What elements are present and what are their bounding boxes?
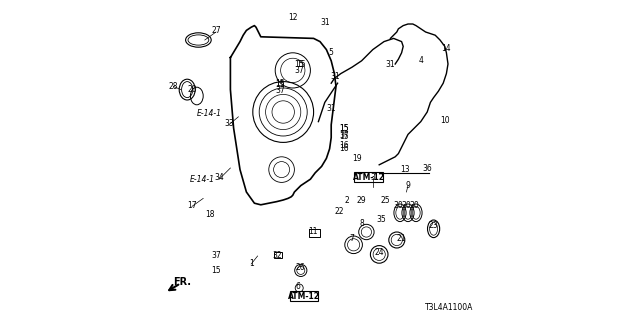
Text: E-14-1: E-14-1 [190,175,215,184]
Text: 15: 15 [211,266,221,275]
Text: 27: 27 [211,26,221,35]
Bar [355,172,383,182]
Text: 15: 15 [339,132,349,141]
Text: 34: 34 [214,173,224,182]
Text: 1: 1 [249,260,253,268]
Text: 30: 30 [410,201,419,210]
Text: 18: 18 [205,210,214,219]
Text: 24: 24 [374,248,384,257]
Text: 15: 15 [275,80,285,89]
Text: 31: 31 [385,60,395,69]
Text: ATM-12: ATM-12 [353,173,385,182]
Text: 31: 31 [330,72,340,81]
Polygon shape [380,24,448,165]
Text: 20: 20 [187,85,197,94]
Text: 37: 37 [275,86,285,95]
Text: 11: 11 [308,228,317,236]
Text: 36: 36 [422,164,432,172]
Text: 15: 15 [339,124,349,133]
Text: 21: 21 [397,234,406,243]
Text: ATM-12: ATM-12 [288,292,320,301]
Text: 31: 31 [326,104,336,113]
Text: 23: 23 [429,221,438,230]
Text: 35: 35 [376,215,386,224]
Text: 25: 25 [381,196,390,204]
Text: 13: 13 [400,165,410,174]
Text: FR.: FR. [173,276,191,287]
Text: 19: 19 [352,154,362,163]
Text: 31: 31 [320,18,330,27]
Text: 15: 15 [275,79,285,88]
Text: 32: 32 [272,252,282,260]
Text: 15: 15 [294,60,304,68]
Bar [274,252,282,258]
Text: 6: 6 [296,282,301,291]
Text: 15: 15 [296,60,306,68]
Text: 26: 26 [295,263,305,272]
Text: 29: 29 [356,196,367,204]
Text: E-14-1: E-14-1 [197,109,222,118]
Bar [290,291,319,301]
Text: 17: 17 [187,201,197,210]
Text: 22: 22 [335,207,344,216]
Text: 37: 37 [339,131,349,140]
Text: 14: 14 [442,44,451,52]
Text: 9: 9 [406,181,410,190]
Text: 30: 30 [401,201,411,210]
Text: 5: 5 [329,48,333,57]
Polygon shape [230,26,336,205]
Text: 12: 12 [288,13,298,22]
Text: 33: 33 [224,119,234,128]
Text: 37: 37 [294,66,304,75]
Text: 3: 3 [371,173,375,182]
Text: 28: 28 [169,82,178,91]
Text: 16: 16 [339,144,349,153]
Text: 4: 4 [419,56,423,65]
Text: 16: 16 [339,141,349,150]
Text: 15: 15 [339,124,349,133]
Text: 8: 8 [359,220,364,228]
Text: 37: 37 [211,252,221,260]
Text: 7: 7 [349,234,355,243]
Text: 2: 2 [345,196,349,204]
Text: 10: 10 [440,116,450,124]
Text: T3L4A1100A: T3L4A1100A [425,303,474,312]
Text: 30: 30 [393,201,403,210]
